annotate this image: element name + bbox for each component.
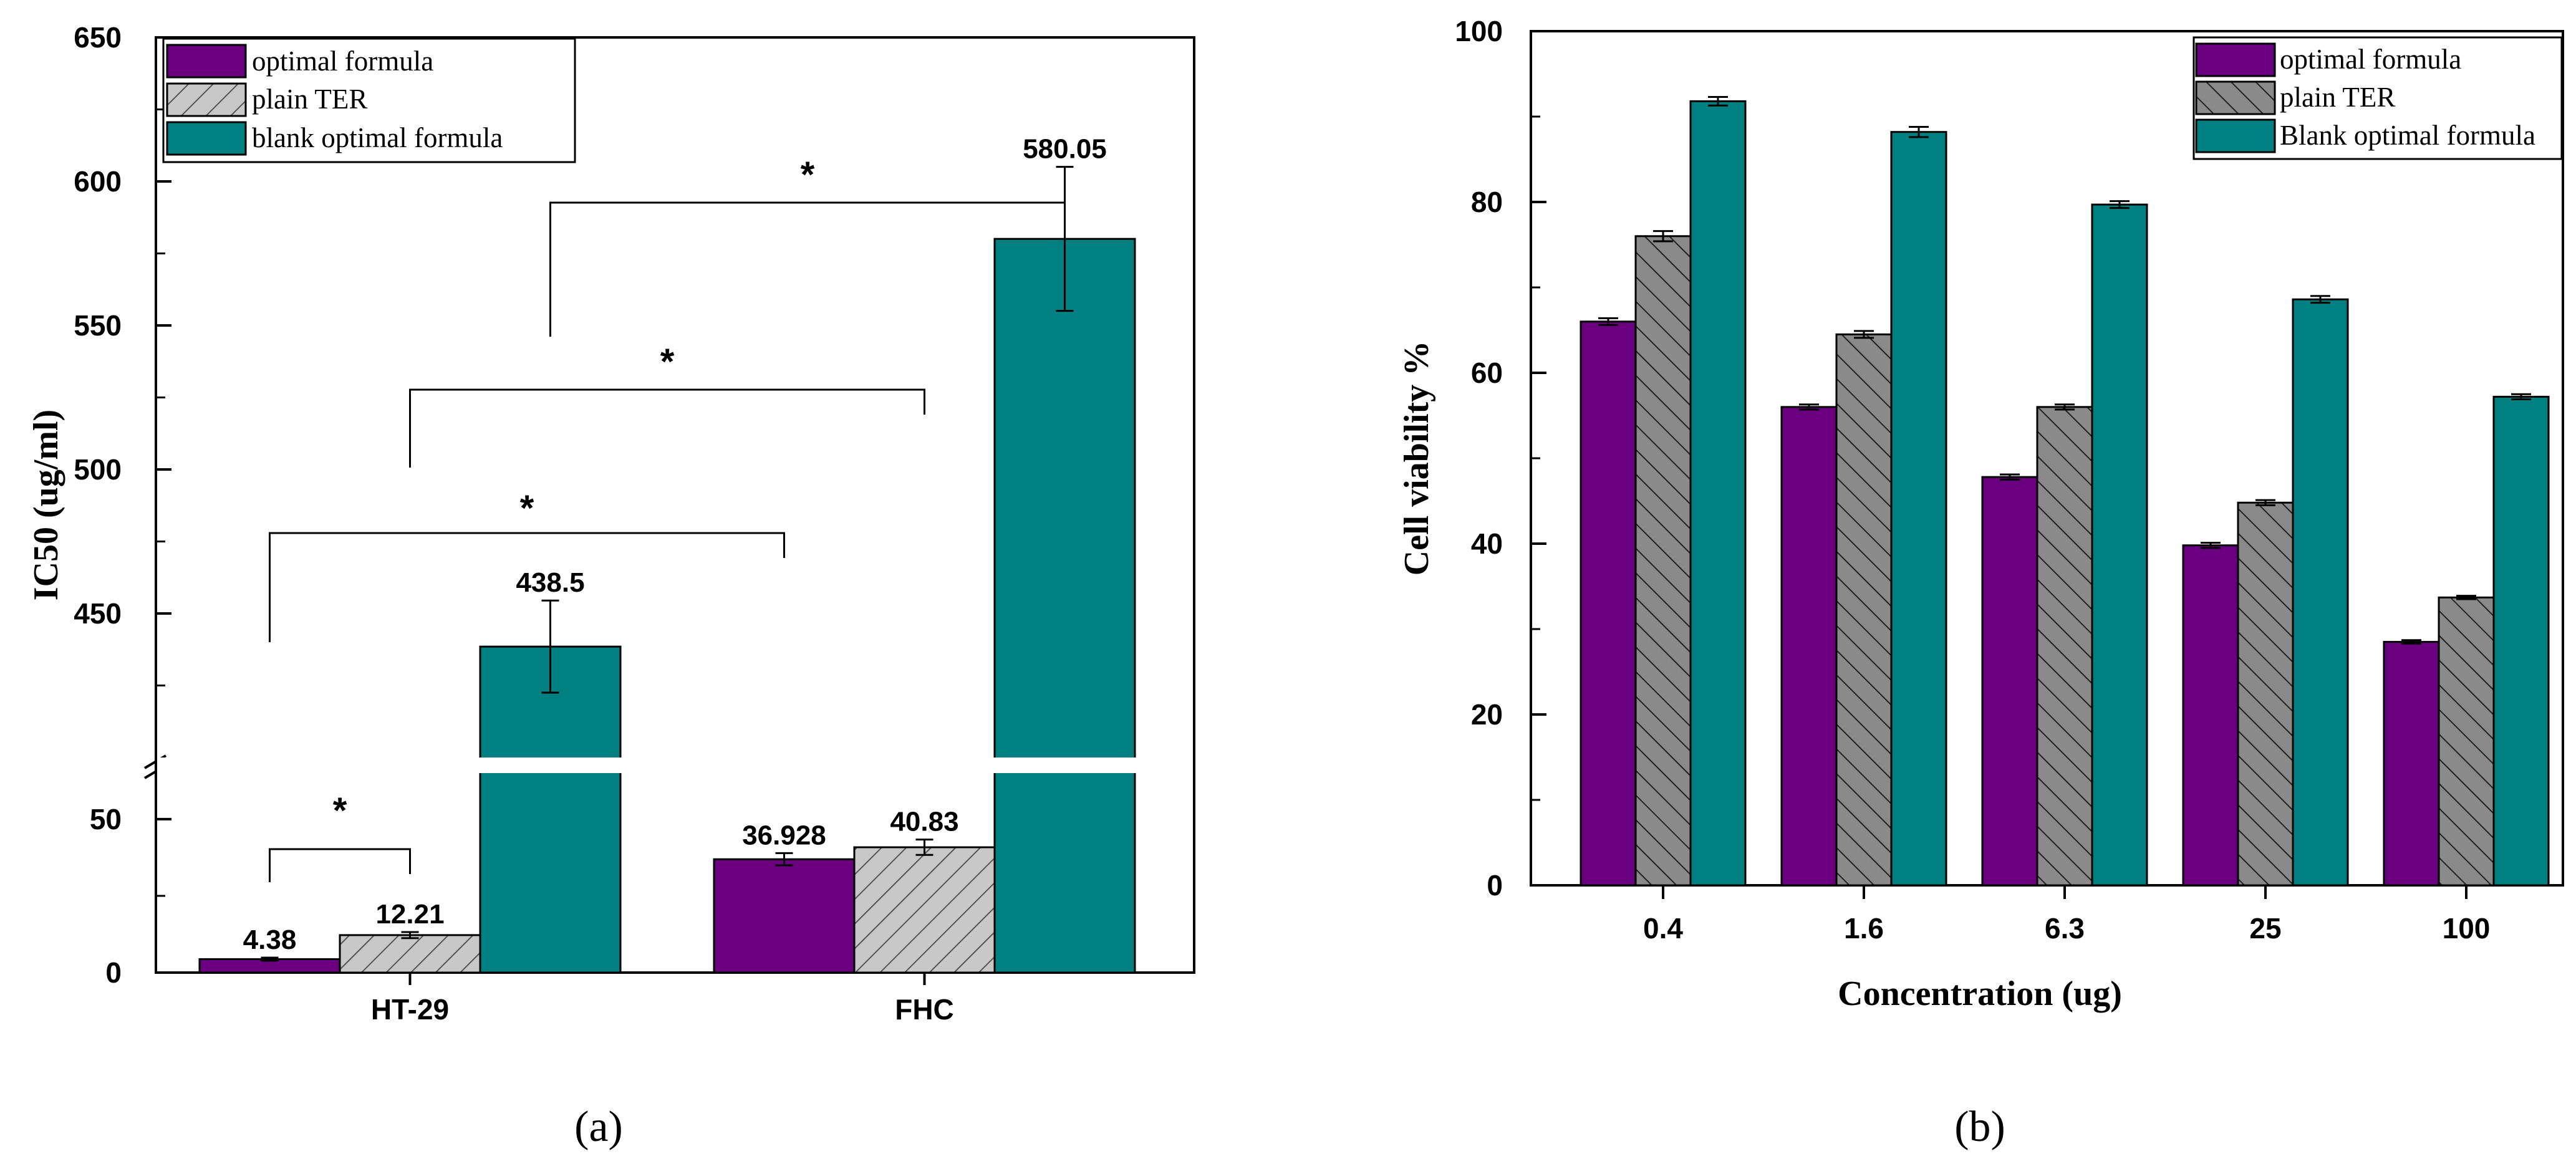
legend-swatch-optimal (166, 44, 247, 79)
bar (713, 858, 856, 974)
significance-bracket (269, 848, 411, 882)
y-axis-ticks-a: 0 50 450 500 550 600 650 (74, 21, 171, 989)
y-tick-label: 50 (90, 803, 122, 835)
legend-swatch-blank (166, 121, 247, 156)
legend-label-optimal: optimal formula (252, 46, 433, 77)
y-tick-label: 550 (74, 309, 122, 342)
x-tick-label: 100 (2443, 912, 2491, 945)
data-label: 12.21 (375, 899, 444, 930)
legend-swatch-plain (166, 82, 247, 117)
bars-b: 0.4 1.6 6.3 25 100 (1580, 95, 2550, 945)
y-axis-ticks-b: 0 20 40 60 80 100 (1455, 15, 1546, 902)
bar (1890, 131, 1947, 887)
y-tick-label: 500 (74, 453, 122, 486)
legend-swatch-optimal (2195, 42, 2276, 77)
chart-panel-a: 0 50 450 500 550 600 650 4.38 12.21 438.5 HT-29 36… (27, 21, 1195, 1151)
data-label: 40.83 (890, 807, 958, 837)
y-tick-label: 60 (1471, 357, 1503, 389)
significance-star: * (520, 488, 534, 529)
y-axis-title-b: Cell viability % (1397, 341, 1436, 575)
legend-b: optimal formula plain TER Blank optimal … (2192, 36, 2563, 160)
panel-label-a: (a) (574, 1103, 623, 1151)
bar (2036, 406, 2093, 887)
plot-frame-a (155, 36, 1195, 974)
y-tick-label: 0 (1487, 869, 1503, 902)
legend-swatch-plain (2195, 80, 2276, 115)
bar (1689, 100, 1747, 887)
y-tick-label: 0 (105, 956, 122, 989)
legend-a: optimal formula plain TER blank optimal … (162, 37, 576, 163)
bar (993, 238, 1136, 974)
data-label: 580.05 (1023, 134, 1107, 165)
x-tick-label: 0.4 (1643, 912, 1683, 945)
y-tick-label: 600 (74, 165, 122, 198)
significance-star: * (333, 791, 347, 831)
x-axis-title-b: Concentration (ug) (1838, 974, 2122, 1013)
bar (479, 645, 622, 974)
significance-brackets-a: * * * * (269, 155, 1066, 882)
x-tick-label: 25 (2249, 912, 2281, 945)
significance-bracket (269, 532, 785, 642)
data-label: 4.38 (243, 925, 297, 955)
bar (1780, 406, 1838, 887)
bar (2091, 203, 2148, 887)
y-tick-label: 650 (74, 21, 122, 54)
x-tick-label: FHC (895, 993, 954, 1026)
y-axis-title-a: IC50 (ug/ml) (27, 410, 65, 600)
panel-label-b: (b) (1954, 1103, 2005, 1151)
data-label: 36.928 (742, 820, 826, 850)
bar (2182, 544, 2239, 887)
y-tick-label: 20 (1471, 698, 1503, 731)
y-tick-label: 80 (1471, 186, 1503, 218)
significance-bracket (409, 388, 925, 468)
bar (339, 934, 481, 974)
legend-label-blank: Blank optimal formula (2280, 120, 2535, 151)
chart-panel-b: 0 20 40 60 80 100 0.4 1.6 6.3 25 100 Cell viabili… (1397, 15, 2564, 1151)
x-tick-label: 6.3 (2045, 912, 2085, 945)
bar (2383, 641, 2440, 887)
axis-break-gap (157, 757, 1192, 773)
bar (853, 846, 996, 974)
legend-label-plain: plain TER (2280, 82, 2395, 113)
bar (1634, 235, 1692, 887)
bar (1835, 333, 1893, 887)
data-label: 438.5 (516, 567, 584, 598)
legend-label-blank: blank optimal formula (252, 122, 503, 153)
y-tick-label: 450 (74, 597, 122, 630)
bar (2438, 596, 2495, 887)
bar (1981, 476, 2038, 887)
bars-a: 4.38 12.21 438.5 HT-29 36.928 40.83 580.05 FHC (157, 134, 1192, 1026)
y-tick-label: 40 (1471, 527, 1503, 560)
significance-bracket (549, 201, 1066, 337)
bar (1580, 320, 1637, 887)
bar (2237, 501, 2294, 887)
x-tick-label: 1.6 (1844, 912, 1884, 945)
legend-label-plain: plain TER (252, 84, 367, 115)
significance-star: * (660, 342, 675, 382)
significance-star: * (801, 155, 815, 195)
legend-label-optimal: optimal formula (2280, 44, 2461, 75)
bar (2292, 298, 2349, 887)
y-tick-label: 100 (1455, 15, 1503, 47)
bar (2492, 395, 2550, 887)
x-tick-label: HT-29 (371, 993, 449, 1026)
legend-swatch-blank (2195, 118, 2276, 153)
